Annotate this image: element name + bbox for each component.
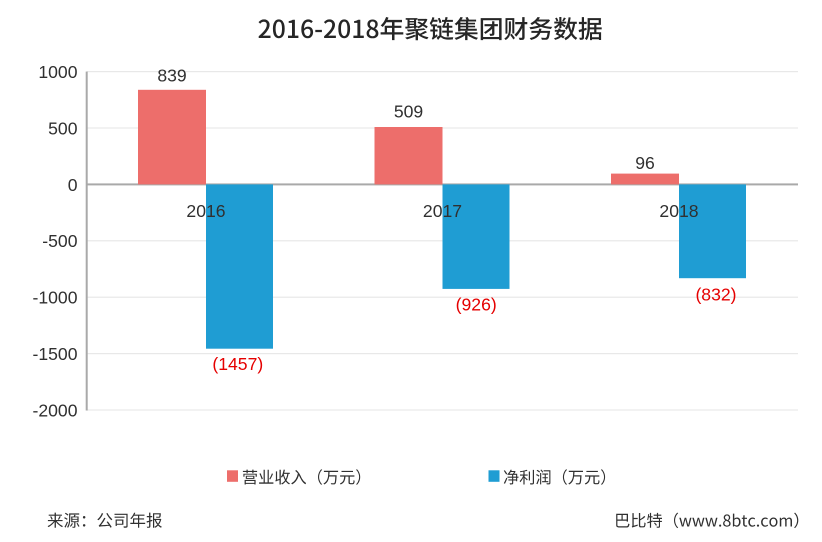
svg-text:2017: 2017 xyxy=(423,201,462,221)
svg-text:(926): (926) xyxy=(456,295,497,315)
svg-text:839: 839 xyxy=(157,65,186,85)
svg-text:(1457): (1457) xyxy=(212,354,263,374)
svg-text:(832): (832) xyxy=(695,285,736,305)
svg-text:-1000: -1000 xyxy=(33,288,78,308)
svg-text:-500: -500 xyxy=(42,231,77,251)
svg-text:-2000: -2000 xyxy=(33,400,78,420)
svg-text:0: 0 xyxy=(68,175,78,195)
svg-text:1000: 1000 xyxy=(38,62,77,82)
svg-text:2018: 2018 xyxy=(659,201,698,221)
svg-text:509: 509 xyxy=(394,102,423,122)
svg-text:2016: 2016 xyxy=(186,201,225,221)
svg-text:96: 96 xyxy=(635,153,655,173)
svg-text:-1500: -1500 xyxy=(33,344,78,364)
svg-text:500: 500 xyxy=(48,118,78,138)
